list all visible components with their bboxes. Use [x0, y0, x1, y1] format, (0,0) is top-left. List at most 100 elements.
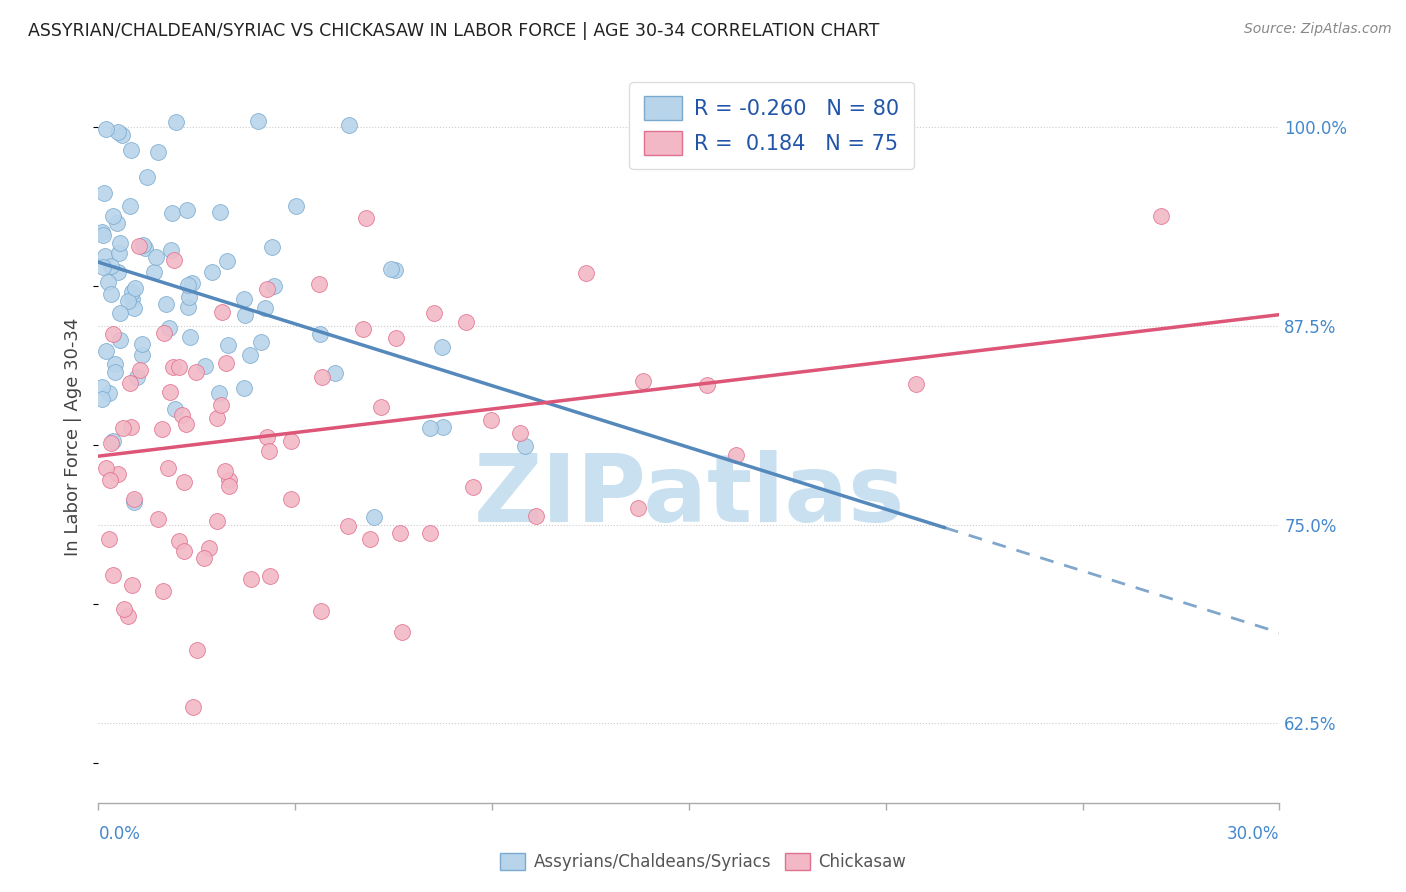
- Point: [100, 259, 122, 273]
- Point: [121, 578, 143, 592]
- Point: [363, 509, 385, 524]
- Point: [91, 227, 114, 242]
- Point: [176, 202, 198, 217]
- Point: [129, 363, 152, 377]
- Point: [218, 473, 240, 487]
- Point: [120, 420, 142, 434]
- Point: [146, 512, 169, 526]
- Point: [463, 480, 485, 494]
- Y-axis label: In Labor Force | Age 30-34: In Labor Force | Age 30-34: [65, 318, 83, 557]
- Point: [150, 422, 173, 436]
- Point: [117, 294, 139, 309]
- Point: [232, 381, 254, 395]
- Point: [120, 143, 142, 157]
- Point: [103, 567, 125, 582]
- Point: [91, 225, 114, 239]
- Point: [309, 326, 332, 341]
- Point: [91, 260, 114, 274]
- Point: [308, 277, 330, 291]
- Point: [107, 264, 129, 278]
- Point: [167, 359, 190, 374]
- Legend: R = -0.260   N = 80, R =  0.184   N = 75: R = -0.260 N = 80, R = 0.184 N = 75: [630, 82, 914, 169]
- Point: [724, 449, 747, 463]
- Point: [122, 301, 145, 315]
- Point: [122, 495, 145, 509]
- Point: [104, 365, 127, 379]
- Point: [155, 297, 177, 311]
- Point: [432, 419, 454, 434]
- Point: [110, 333, 132, 347]
- Point: [246, 113, 269, 128]
- Text: ASSYRIAN/CHALDEAN/SYRIAC VS CHICKASAW IN LABOR FORCE | AGE 30-34 CORRELATION CHA: ASSYRIAN/CHALDEAN/SYRIAC VS CHICKASAW IN…: [28, 22, 880, 40]
- Point: [696, 377, 718, 392]
- Point: [128, 239, 150, 253]
- Point: [170, 408, 193, 422]
- Point: [214, 464, 236, 478]
- Point: [215, 356, 238, 370]
- Point: [118, 376, 141, 390]
- Point: [117, 609, 139, 624]
- Point: [904, 377, 927, 392]
- Point: [152, 583, 174, 598]
- Point: [194, 359, 217, 373]
- Point: [148, 145, 170, 159]
- Point: [162, 360, 184, 375]
- Point: [352, 321, 374, 335]
- Point: [384, 262, 406, 277]
- Point: [163, 253, 186, 268]
- Point: [207, 411, 229, 425]
- Point: [108, 235, 131, 250]
- Point: [262, 240, 284, 254]
- Point: [385, 331, 408, 345]
- Point: [103, 434, 125, 448]
- Point: [354, 211, 377, 226]
- Point: [256, 430, 278, 444]
- Point: [479, 413, 502, 427]
- Point: [179, 330, 201, 344]
- Legend: Assyrians/Chaldeans/Syriacs, Chickasaw: Assyrians/Chaldeans/Syriacs, Chickasaw: [492, 845, 914, 880]
- Point: [240, 573, 263, 587]
- Point: [94, 122, 117, 136]
- Point: [165, 114, 187, 128]
- Text: 0.0%: 0.0%: [98, 825, 141, 843]
- Point: [239, 348, 262, 362]
- Point: [96, 461, 118, 475]
- Point: [509, 425, 531, 440]
- Point: [111, 128, 134, 142]
- Text: ZIPatlas: ZIPatlas: [474, 450, 904, 541]
- Point: [121, 285, 143, 299]
- Point: [524, 509, 547, 524]
- Point: [94, 344, 117, 359]
- Point: [159, 321, 181, 335]
- Point: [280, 434, 302, 449]
- Point: [280, 492, 302, 507]
- Point: [391, 624, 413, 639]
- Point: [93, 186, 115, 200]
- Point: [388, 525, 411, 540]
- Point: [218, 479, 240, 493]
- Point: [209, 398, 232, 412]
- Point: [132, 238, 155, 252]
- Point: [359, 533, 381, 547]
- Point: [380, 262, 402, 277]
- Point: [143, 265, 166, 279]
- Point: [131, 337, 153, 351]
- Point: [159, 243, 181, 257]
- Point: [94, 249, 117, 263]
- Point: [181, 700, 204, 714]
- Point: [97, 386, 120, 401]
- Point: [177, 290, 200, 304]
- Point: [454, 315, 477, 329]
- Point: [418, 525, 440, 540]
- Point: [177, 278, 200, 293]
- Point: [323, 366, 346, 380]
- Point: [253, 301, 276, 316]
- Point: [201, 265, 224, 279]
- Point: [173, 543, 195, 558]
- Point: [285, 199, 308, 213]
- Point: [112, 601, 135, 615]
- Point: [370, 401, 392, 415]
- Point: [208, 386, 231, 401]
- Point: [1150, 209, 1173, 223]
- Point: [103, 209, 125, 223]
